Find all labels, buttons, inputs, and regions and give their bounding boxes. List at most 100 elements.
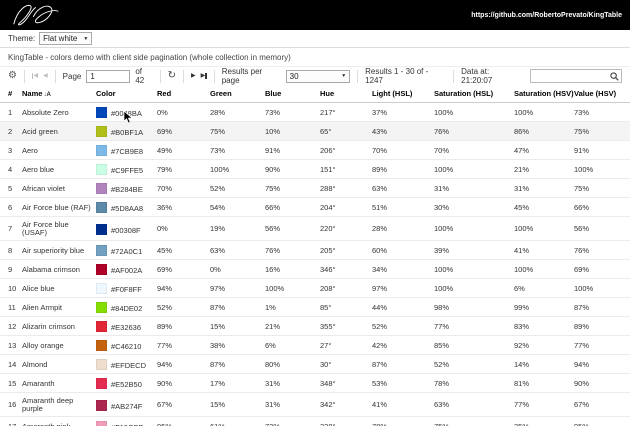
light_hsl-cell: 97%	[370, 278, 432, 298]
saturation_hsl-cell: 78%	[432, 373, 512, 393]
theme-select[interactable]: Flat white ▼	[39, 32, 93, 45]
value_hsv-cell: 66%	[572, 197, 630, 217]
table-header-row: # Name↓A Color Red Green Blue Hue Light (HSL) Sa…	[0, 85, 630, 103]
toolbar-separator	[54, 69, 56, 83]
refresh-icon[interactable]: ↻	[167, 70, 177, 81]
saturation_hsv-cell: 77%	[512, 392, 572, 417]
table-row[interactable]: 14 Almond #EFDECD 94% 87% 80% 30° 87% 52% 14% 94%	[0, 354, 630, 374]
red-cell: 79%	[155, 159, 208, 179]
search-icon	[610, 72, 619, 81]
table-row[interactable]: 2 Acid green #B0BF1A 69% 75% 10% 65° 43% 76% 86% 7…	[0, 121, 630, 141]
green-cell: 0%	[208, 259, 263, 279]
table-row[interactable]: 16 Amaranth deep purple #AB274F 67% 15% 31% 34…	[0, 392, 630, 417]
color-hex: #84DE02	[111, 304, 143, 313]
table-row[interactable]: 13 Alloy orange #C46210 77% 38% 6% 27° 42% 85% 92…	[0, 335, 630, 355]
light_hsl-cell: 34%	[370, 259, 432, 279]
blue-cell: 10%	[263, 121, 318, 141]
num-cell: 9	[0, 259, 20, 279]
green-cell: 17%	[208, 373, 263, 393]
table-row[interactable]: 15 Amaranth #E52B50 90% 17% 31% 348° 53% 78% 81% 9…	[0, 373, 630, 393]
red-cell: 95%	[155, 416, 208, 426]
saturation_hsl-cell: 52%	[432, 354, 512, 374]
color-swatch	[96, 421, 107, 426]
color-cell: #72A0C1	[94, 240, 155, 260]
red-cell: 67%	[155, 392, 208, 417]
toolbar-separator	[23, 69, 25, 83]
value_hsv-cell: 91%	[572, 140, 630, 160]
first-page-bar	[31, 73, 34, 79]
column-header[interactable]: Saturation (HSL)	[432, 85, 512, 103]
saturation_hsv-cell: 83%	[512, 316, 572, 336]
column-header[interactable]: Green	[208, 85, 263, 103]
table-row[interactable]: 5 African violet #B284BE 70% 52% 75% 288° 63% 31…	[0, 178, 630, 198]
green-cell: 87%	[208, 297, 263, 317]
table-row[interactable]: 10 Alice blue #F0F8FF 94% 97% 100% 208° 97% 100%…	[0, 278, 630, 298]
column-header[interactable]: Light (HSL)	[370, 85, 432, 103]
table-row[interactable]: 3 Aero #7CB9E8 49% 73% 91% 206° 70% 70% 47% 91%	[0, 140, 630, 160]
hue-cell: 348°	[318, 373, 370, 393]
value_hsv-cell: 73%	[572, 102, 630, 122]
red-cell: 94%	[155, 278, 208, 298]
table-row[interactable]: 7 Air Force blue (USAF) #00308F 0% 19% 56% 220…	[0, 216, 630, 241]
color-hex: #0048BA	[111, 109, 142, 118]
red-cell: 69%	[155, 121, 208, 141]
color-hex: #AF002A	[111, 266, 143, 275]
search-input[interactable]	[529, 69, 622, 83]
table-row[interactable]: 8 Air superiority blue #72A0C1 45% 63% 76% 205…	[0, 240, 630, 260]
saturation_hsv-cell: 81%	[512, 373, 572, 393]
chevron-down-icon: ▼	[341, 73, 347, 79]
color-cell: #F19CBB	[94, 416, 155, 426]
column-header[interactable]: Color	[94, 85, 155, 103]
saturation_hsl-cell: 100%	[432, 259, 512, 279]
num-cell: 16	[0, 392, 20, 417]
gear-icon[interactable]: ⚙	[8, 70, 17, 81]
value_hsv-cell: 77%	[572, 335, 630, 355]
color-swatch	[96, 378, 107, 389]
column-header[interactable]: Value (HSV)	[572, 85, 630, 103]
table-row[interactable]: 6 Air Force blue (RAF) #5D8AA8 36% 54% 66% 204…	[0, 197, 630, 217]
column-header[interactable]: #	[0, 85, 20, 103]
hue-cell: 151°	[318, 159, 370, 179]
hue-cell: 288°	[318, 178, 370, 198]
page-number-input[interactable]	[86, 69, 131, 83]
first-page-button[interactable]: ◀	[31, 73, 38, 79]
light_hsl-cell: 53%	[370, 373, 432, 393]
color-swatch	[96, 399, 107, 411]
table-row[interactable]: 1 Absolute Zero #0048BA 0% 28% 73% 217° 37% 100%…	[0, 102, 630, 122]
hue-cell: 342°	[318, 392, 370, 417]
column-header[interactable]: Name↓A	[20, 85, 94, 103]
column-header[interactable]: Red	[155, 85, 208, 103]
column-header[interactable]: Hue	[318, 85, 370, 103]
green-cell: 15%	[208, 316, 263, 336]
red-cell: 0%	[155, 216, 208, 241]
saturation_hsl-cell: 98%	[432, 297, 512, 317]
color-swatch	[96, 183, 107, 194]
column-header[interactable]: Saturation (HSV)	[512, 85, 574, 103]
blue-cell: 31%	[263, 373, 318, 393]
toolbar-separator	[357, 69, 359, 83]
table-row[interactable]: 9 Alabama crimson #AF002A 69% 0% 16% 346° 34% 10…	[0, 259, 630, 279]
color-cell: #B0BF1A	[94, 121, 155, 141]
hue-cell: 205°	[318, 240, 370, 260]
table-row[interactable]: 11 Alien Armpit #84DE02 52% 87% 1% 85° 44% 98% 99…	[0, 297, 630, 317]
column-header[interactable]: Blue	[263, 85, 318, 103]
github-url[interactable]: https://github.com/RobertoPrevato/KingTa…	[471, 11, 622, 19]
saturation_hsv-cell: 100%	[512, 102, 572, 122]
color-swatch	[96, 264, 107, 275]
blue-cell: 56%	[263, 216, 318, 241]
prev-page-button[interactable]: ◀	[43, 73, 48, 79]
blue-cell: 100%	[263, 278, 318, 298]
table-row[interactable]: 12 Alizarin crimson #E32636 89% 15% 21% 355° 52…	[0, 316, 630, 336]
red-cell: 94%	[155, 354, 208, 374]
results-per-page-select[interactable]: 30 ▼	[285, 69, 351, 83]
blue-cell: 66%	[263, 197, 318, 217]
num-cell: 6	[0, 197, 20, 217]
table-row[interactable]: 4 Aero blue #C9FFE5 79% 100% 90% 151° 89% 100% 21…	[0, 159, 630, 179]
color-swatch	[96, 340, 107, 351]
next-page-button[interactable]: ▶	[191, 73, 196, 79]
value_hsv-cell: 100%	[572, 159, 630, 179]
saturation_hsl-cell: 100%	[432, 102, 512, 122]
green-cell: 19%	[208, 216, 263, 241]
last-page-button[interactable]: ▶	[201, 73, 207, 79]
